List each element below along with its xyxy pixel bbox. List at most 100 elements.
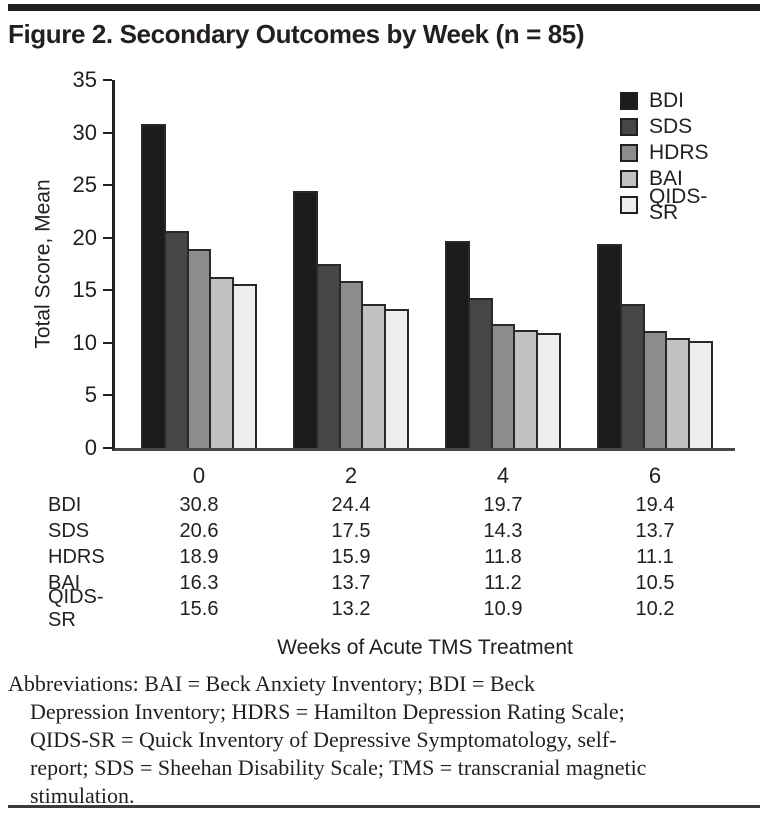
bar-hdrs-week-4 xyxy=(490,323,516,448)
table-value-hdrs-week-0: 18.9 xyxy=(179,545,219,568)
table-value-bdi-week-4: 19.7 xyxy=(483,493,523,516)
abbreviations-footnote: Abbreviations: BAI = Beck Anxiety Invent… xyxy=(8,670,760,810)
footnote-line-4: report; SDS = Sheehan Disability Scale; … xyxy=(30,755,647,780)
bar-bdi-week-0 xyxy=(141,124,166,448)
legend-swatch-sds xyxy=(620,118,638,136)
y-tick-mark-0 xyxy=(103,447,112,449)
table-value-hdrs-week-6: 11.1 xyxy=(636,545,674,568)
bar-group-week-6 xyxy=(597,80,713,448)
bar-sds-week-6 xyxy=(619,303,645,448)
bar-group-week-0 xyxy=(141,80,257,448)
bar-bai-week-0 xyxy=(209,276,235,448)
bottom-divider-rule xyxy=(8,805,760,808)
y-tick-label-35: 35 xyxy=(72,67,97,92)
table-value-hdrs-week-2: 15.9 xyxy=(331,545,371,568)
x-category-label-4: 4 xyxy=(496,463,510,488)
bar-sds-week-0 xyxy=(163,231,189,448)
y-tick-label-25: 25 xyxy=(72,172,97,198)
table-value-qids-sr-week-6: 10.2 xyxy=(635,597,675,620)
table-value-qids-sr-week-2: 13.2 xyxy=(331,597,371,620)
bar-group-week-2 xyxy=(293,80,409,448)
bar-qids-sr-week-6 xyxy=(688,340,713,448)
x-axis-title: Weeks of Acute TMS Treatment xyxy=(277,636,573,659)
legend-item-bai: BAI xyxy=(620,167,735,190)
data-table: BDI 30.8 24.4 19.7 19.4 SDS 20.6 17.5 14.3 13.7 HD… xyxy=(0,492,768,632)
legend-swatch-qids-sr xyxy=(620,196,638,214)
y-tick-mark-10 xyxy=(103,341,112,344)
legend-swatch-bai xyxy=(620,170,638,188)
legend-label-sds: SDS xyxy=(649,115,693,138)
legend-item-hdrs: HDRS xyxy=(620,141,735,164)
x-category-label-6: 6 xyxy=(648,463,662,488)
bar-bai-week-4 xyxy=(513,330,539,448)
table-value-bdi-week-2: 24.4 xyxy=(331,493,371,516)
table-row-label-qids-sr: QIDS-SR xyxy=(48,586,104,631)
table-value-sds-week-0: 20.6 xyxy=(179,519,219,542)
table-value-bai-week-0: 16.3 xyxy=(179,571,219,594)
bar-hdrs-week-6 xyxy=(642,331,668,448)
plot-area: 0 5 10 15 20 25 30 35 BDI SDS HDRS BAI QIDS-SR xyxy=(73,69,735,459)
legend: BDI SDS HDRS BAI QIDS-SR xyxy=(620,89,735,223)
table-value-sds-week-6: 13.7 xyxy=(635,519,675,542)
footnote-line-2: Depression Inventory; HDRS = Hamilton De… xyxy=(30,699,625,724)
table-row-bdi: BDI 30.8 24.4 19.7 19.4 xyxy=(0,492,768,518)
bar-bai-week-2 xyxy=(361,303,387,448)
bar-bdi-week-6 xyxy=(597,244,622,448)
bar-sds-week-2 xyxy=(315,264,341,448)
table-value-qids-sr-week-0: 15.6 xyxy=(179,597,219,620)
footnote-line-1: Abbreviations: BAI = Beck Anxiety Invent… xyxy=(8,671,536,696)
bar-sds-week-4 xyxy=(467,297,493,448)
footnote-line-3: QIDS-SR = Quick Inventory of Depressive … xyxy=(30,727,617,752)
figure-title: Figure 2. Secondary Outcomes by Week (n … xyxy=(8,19,585,49)
table-value-bai-week-4: 11.2 xyxy=(484,571,522,594)
legend-item-sds: SDS xyxy=(620,115,735,138)
table-value-bdi-week-6: 19.4 xyxy=(635,493,675,516)
x-category-label-2: 2 xyxy=(344,463,358,488)
bar-hdrs-week-2 xyxy=(338,280,364,448)
table-row-label-sds: SDS xyxy=(48,519,90,542)
bar-group-week-4 xyxy=(445,80,561,448)
footnote-line-5: stimulation. xyxy=(30,783,135,808)
y-tick-label-10: 10 xyxy=(72,329,97,355)
y-tick-label-30: 30 xyxy=(72,119,97,145)
legend-item-qids-sr: QIDS-SR xyxy=(620,186,735,223)
legend-label-qids-sr: QIDS-SR xyxy=(649,185,708,224)
y-tick-label-15: 15 xyxy=(72,277,97,303)
table-row-label-bai: BAI xyxy=(48,571,81,594)
bar-bdi-week-2 xyxy=(293,191,318,448)
x-axis-category-labels: 0 2 4 6 xyxy=(123,463,731,489)
legend-item-bdi: BDI xyxy=(620,89,735,112)
legend-swatch-bdi xyxy=(620,92,638,110)
y-tick-label-20: 20 xyxy=(72,224,97,250)
bar-qids-sr-week-0 xyxy=(232,283,257,448)
y-tick-mark-25 xyxy=(103,184,112,187)
table-value-bai-week-2: 13.7 xyxy=(331,571,371,594)
y-tick-mark-20 xyxy=(103,236,112,239)
table-value-bdi-week-0: 30.8 xyxy=(179,493,219,516)
table-row-label-hdrs: HDRS xyxy=(48,545,105,568)
bar-bdi-week-4 xyxy=(445,240,470,448)
y-tick-label-5: 5 xyxy=(84,382,97,408)
y-tick-mark-35 xyxy=(103,79,112,81)
bar-groups xyxy=(115,80,735,448)
bar-hdrs-week-0 xyxy=(186,249,212,448)
table-value-sds-week-2: 17.5 xyxy=(331,519,371,542)
table-row-hdrs: HDRS 18.9 15.9 11.8 11.1 xyxy=(0,544,768,570)
table-row-qids-sr: QIDS-SR 15.6 13.2 10.9 10.2 xyxy=(0,586,768,631)
table-row-bai: BAI 16.3 13.7 11.2 10.5 xyxy=(0,570,768,596)
bar-qids-sr-week-4 xyxy=(536,333,561,448)
legend-label-bdi: BDI xyxy=(649,89,685,112)
table-value-sds-week-4: 14.3 xyxy=(483,519,523,542)
y-tick-mark-30 xyxy=(103,131,112,134)
table-row-sds: SDS 20.6 17.5 14.3 13.7 xyxy=(0,518,768,544)
y-tick-mark-5 xyxy=(103,394,112,397)
y-axis-title-text: Total Score, Mean xyxy=(32,179,56,349)
y-tick-mark-15 xyxy=(103,289,112,292)
top-divider-rule xyxy=(8,4,760,11)
table-value-hdrs-week-4: 11.8 xyxy=(484,545,522,568)
bar-qids-sr-week-2 xyxy=(384,309,409,448)
x-category-label-0: 0 xyxy=(192,463,206,488)
legend-label-hdrs: HDRS xyxy=(649,141,709,164)
legend-label-bai: BAI xyxy=(649,167,683,190)
